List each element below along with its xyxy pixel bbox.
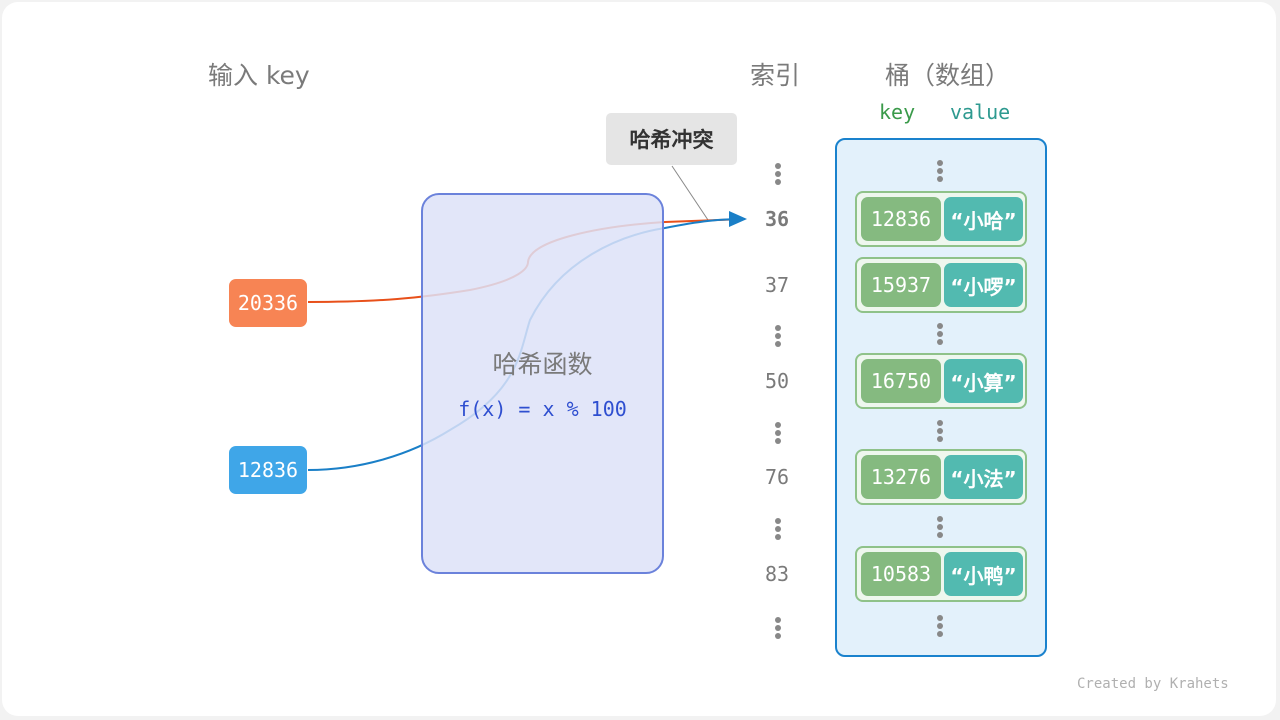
bucket-entry: 10583 “小鸭” [855, 546, 1027, 602]
bucket-entry: 13276 “小法” [855, 449, 1027, 505]
ellipsis-icon [775, 518, 781, 542]
entry-key: 16750 [861, 359, 941, 403]
ellipsis-icon [937, 516, 943, 540]
index-36: 36 [764, 207, 790, 231]
ellipsis-icon [937, 160, 943, 184]
input-key-12836: 12836 [229, 446, 307, 494]
entry-key: 13276 [861, 455, 941, 499]
ellipsis-icon [775, 422, 781, 446]
hash-function-box: 哈希函数 f(x) = x % 100 [421, 193, 664, 574]
ellipsis-icon [937, 615, 943, 639]
entry-value: “小算” [944, 359, 1023, 403]
value-column-header: value [950, 100, 1011, 124]
entry-key: 15937 [861, 263, 941, 307]
bucket-entry: 15937 “小啰” [855, 257, 1027, 313]
index-header: 索引 [750, 61, 801, 90]
entry-key: 10583 [861, 552, 941, 596]
key-column-header: key [879, 100, 916, 124]
ellipsis-icon [937, 420, 943, 444]
collision-pointer-line [671, 165, 709, 221]
credit: Created by Krahets [1077, 676, 1229, 692]
ellipsis-icon [775, 163, 781, 187]
ellipsis-icon [775, 617, 781, 641]
input-key-header: 输入 key [208, 61, 310, 90]
entry-key: 12836 [861, 197, 941, 241]
hash-function-title: 哈希函数 [492, 350, 593, 379]
entry-value: “小鸭” [944, 552, 1023, 596]
entry-value: “小法” [944, 455, 1023, 499]
entry-value: “小啰” [944, 263, 1023, 307]
bucket-header: 桶（数组） [885, 61, 1011, 90]
bucket-entry: 16750 “小算” [855, 353, 1027, 409]
index-37: 37 [764, 273, 790, 297]
ellipsis-icon [937, 323, 943, 347]
bucket-entry: 12836 “小哈” [855, 191, 1027, 247]
index-83: 83 [764, 562, 790, 586]
collision-label: 哈希冲突 [606, 113, 737, 165]
index-76: 76 [764, 465, 790, 489]
entry-value: “小哈” [944, 197, 1023, 241]
hash-function-formula: f(x) = x % 100 [458, 397, 627, 421]
input-key-20336: 20336 [229, 279, 307, 327]
index-50: 50 [764, 369, 790, 393]
ellipsis-icon [775, 325, 781, 349]
